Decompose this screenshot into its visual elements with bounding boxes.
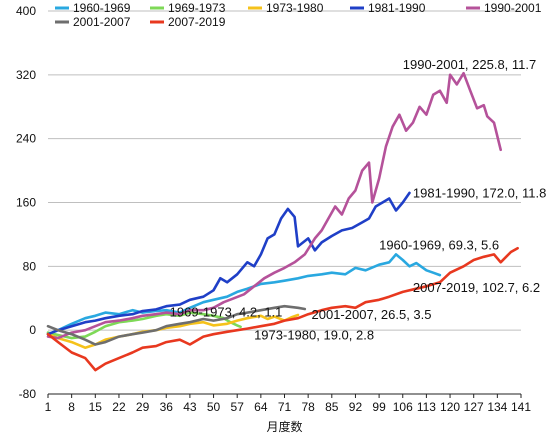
- series-line-1960-1969: [46, 253, 442, 336]
- x-tick-label: 85: [325, 400, 339, 414]
- y-tick-label: 240: [16, 132, 36, 146]
- y-tick-label: 80: [23, 259, 37, 273]
- legend-label: 2001-2007: [73, 15, 131, 29]
- legend-label: 1960-1969: [73, 1, 131, 15]
- data-label: 2001-2007, 26.5, 3.5: [312, 307, 432, 322]
- series-line-1990-2001: [46, 71, 502, 340]
- x-tick-label: 120: [440, 400, 460, 414]
- x-tick-label: 29: [136, 400, 150, 414]
- series-line-2001-2007: [46, 304, 307, 346]
- x-tick-label: 43: [183, 400, 197, 414]
- x-tick-label: 1: [45, 400, 52, 414]
- x-tick-label: 141: [511, 400, 531, 414]
- y-tick-label: 320: [16, 68, 36, 82]
- legend-label: 1981-1990: [368, 1, 426, 15]
- x-tick-label: 50: [207, 400, 221, 414]
- x-tick-label: 15: [89, 400, 103, 414]
- x-tick-label: 92: [349, 400, 363, 414]
- x-tick-label: 57: [231, 400, 245, 414]
- x-tick-label: 127: [464, 400, 484, 414]
- y-tick-label: 160: [16, 196, 36, 210]
- x-axis-title: 月度数: [266, 419, 302, 434]
- grid-lines: [48, 10, 521, 395]
- x-tick-label: 134: [487, 400, 507, 414]
- data-label: 1960-1969, 69.3, 5.6: [379, 238, 499, 253]
- legend-label: 2007-2019: [168, 15, 226, 29]
- series-line-1981-1990: [46, 191, 411, 336]
- x-tick-label: 99: [372, 400, 386, 414]
- annotations: 1990-2001, 225.8, 11.7 1981-1990, 172.0, …: [170, 57, 547, 342]
- y-tick-label: 0: [29, 323, 36, 337]
- x-tick-label: 106: [393, 400, 413, 414]
- series-line-2007-2019: [46, 246, 519, 372]
- data-label: 1981-1990, 172.0, 11.8: [413, 186, 547, 201]
- y-tick-label: 400: [16, 4, 36, 18]
- axes: -80 0 80 160 240 320 400 1 8 15 22 29 36 43 50 57 64 71 78…: [16, 4, 531, 434]
- data-label: 1973-1980, 19.0, 2.8: [254, 328, 374, 343]
- data-label: 2007-2019, 102.7, 6.2: [413, 280, 540, 295]
- legend: 1960-1969 1969-1973 1973-1980 1981-1990 1990…: [55, 1, 542, 29]
- series-lines: [46, 71, 519, 372]
- x-tick-label: 36: [160, 400, 174, 414]
- x-tick-label: 22: [112, 400, 126, 414]
- data-label: 1969-1973, 4.2, 1.1: [170, 305, 283, 320]
- x-tick-label: 113: [417, 400, 436, 414]
- legend-label: 1973-1980: [266, 1, 324, 15]
- legend-label: 1969-1973: [168, 1, 226, 15]
- legend-label: 1990-2001: [484, 1, 542, 15]
- x-tick-label: 8: [68, 400, 75, 414]
- x-tick-label: 71: [278, 400, 292, 414]
- data-label: 1990-2001, 225.8, 11.7: [403, 57, 537, 72]
- y-tick-label: -80: [19, 387, 37, 401]
- x-tick-label: 64: [254, 400, 268, 414]
- x-tick-label: 78: [301, 400, 315, 414]
